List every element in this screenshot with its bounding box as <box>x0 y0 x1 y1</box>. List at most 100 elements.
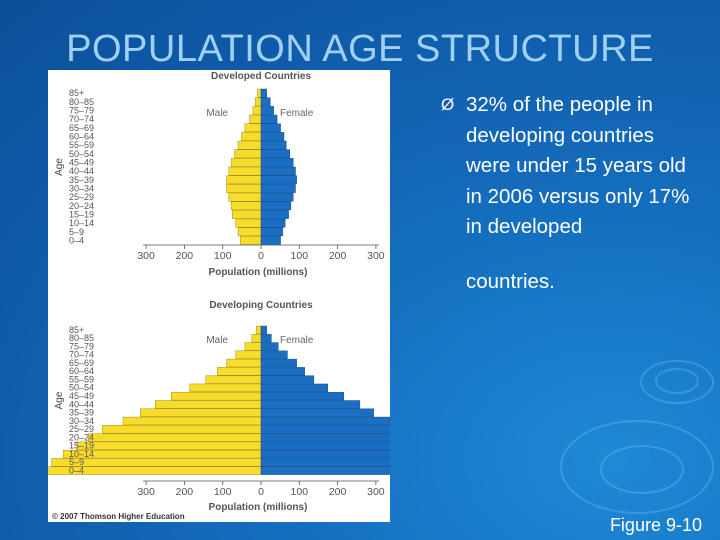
bar-male <box>154 400 262 409</box>
chart-title: Developed Countries <box>211 71 311 82</box>
bar-male <box>244 123 262 133</box>
copyright-notice: © 2007 Thomson Higher Education <box>52 512 185 521</box>
bar-female <box>260 149 290 159</box>
bar-male <box>88 433 262 442</box>
age-tick-label: 40–44 <box>69 399 94 409</box>
bar-female <box>260 400 361 409</box>
bar-male <box>189 383 262 393</box>
bar-female <box>260 408 374 417</box>
bar-female <box>260 166 296 176</box>
age-tick-label: 45–49 <box>69 158 94 168</box>
bar-female <box>260 88 267 98</box>
bar-male <box>140 408 262 417</box>
x-tick-label: 100 <box>214 250 232 262</box>
age-tick-label: 75–79 <box>69 106 94 116</box>
background-ripple <box>600 445 684 494</box>
x-tick-label: 0 <box>258 250 264 262</box>
bar-female <box>260 132 285 141</box>
age-tick-label: 80–85 <box>69 97 94 107</box>
bar-female <box>260 441 390 450</box>
age-tick-label: 40–44 <box>69 166 94 176</box>
bar-female <box>260 325 267 335</box>
bar-female <box>260 192 294 202</box>
slide-title: POPULATION AGE STRUCTURE <box>66 28 654 70</box>
y-axis-label: Age <box>54 391 65 409</box>
background-ripple <box>655 368 699 394</box>
bar-male <box>122 416 262 426</box>
bar-female <box>260 350 288 359</box>
bullet-text-tail: countries. <box>466 270 555 293</box>
x-tick-label: 100 <box>291 250 309 262</box>
x-tick-label: 300 <box>137 250 155 262</box>
bar-male <box>232 210 262 219</box>
age-tick-label: 55–59 <box>69 374 94 384</box>
x-tick-label: 0 <box>258 486 264 498</box>
age-tick-label: 65–69 <box>69 123 94 133</box>
age-tick-label: 10–14 <box>69 449 94 459</box>
bar-female <box>260 201 292 211</box>
age-tick-label: 25–29 <box>69 424 94 434</box>
bar-male <box>226 184 262 193</box>
x-axis-label: Population (millions) <box>209 267 308 278</box>
bar-male <box>230 201 262 211</box>
bar-female <box>260 425 390 434</box>
x-tick-label: 100 <box>291 486 309 498</box>
bar-male <box>235 218 262 228</box>
bar-female <box>260 433 390 442</box>
bar-male <box>256 325 262 335</box>
bar-female <box>260 106 274 115</box>
age-tick-label: 85+ <box>69 88 84 98</box>
bar-male <box>226 358 262 368</box>
bar-female <box>260 392 345 401</box>
population-pyramid-figure: Developed Countries 85+ 80–85 75–79 70–74 65–… <box>48 70 390 522</box>
bar-male <box>257 88 262 98</box>
bullet-arrow-icon: Ø <box>441 95 455 114</box>
age-tick-label: 10–14 <box>69 218 94 228</box>
bar-female <box>260 175 297 185</box>
bar-female <box>260 236 281 245</box>
bar-male <box>235 350 262 359</box>
bar-male <box>237 140 262 150</box>
x-tick-label: 200 <box>329 486 347 498</box>
bar-female <box>260 210 289 219</box>
background-ripple <box>560 420 714 514</box>
age-tick-label: 0–4 <box>69 466 84 476</box>
y-axis-label: Age <box>54 158 65 176</box>
legend-male-label: Male <box>206 108 228 119</box>
age-tick-label: 30–34 <box>69 184 94 194</box>
bar-male <box>234 149 262 159</box>
chart-title: Developing Countries <box>209 300 313 311</box>
bar-male <box>228 166 262 176</box>
age-tick-label: 30–34 <box>69 416 94 426</box>
bar-male <box>244 342 262 351</box>
bar-male <box>230 158 262 167</box>
bar-male <box>252 106 262 115</box>
age-tick-label: 75–79 <box>69 341 94 351</box>
bar-female <box>260 140 287 150</box>
age-tick-label: 20–24 <box>69 432 94 442</box>
bar-male <box>205 375 262 384</box>
bar-female <box>260 227 284 237</box>
x-tick-label: 100 <box>214 486 232 498</box>
x-tick-label: 300 <box>367 250 385 262</box>
bar-male <box>237 227 262 237</box>
age-tick-label: 60–64 <box>69 132 94 142</box>
age-tick-label: 50–54 <box>69 149 94 159</box>
bullet-text: 32% of the people in developing countrie… <box>466 93 690 238</box>
age-tick-label: 35–39 <box>69 408 94 418</box>
age-tick-label: 70–74 <box>69 114 94 124</box>
legend-female-label: Female <box>280 335 314 346</box>
bar-male <box>217 367 262 376</box>
age-tick-label: 15–19 <box>69 441 94 451</box>
age-tick-label: 25–29 <box>69 192 94 202</box>
age-tick-label: 80–85 <box>69 333 94 343</box>
x-tick-label: 200 <box>329 250 347 262</box>
x-tick-label: 300 <box>137 486 155 498</box>
bar-female <box>260 416 390 426</box>
legend-female-label: Female <box>280 108 314 119</box>
bar-male <box>226 175 262 185</box>
population-pyramids-svg: Developed Countries85+80–8575–7970–7465–… <box>48 71 390 521</box>
bar-female <box>260 158 294 167</box>
bar-female <box>260 334 272 343</box>
age-tick-label: 15–19 <box>69 210 94 220</box>
